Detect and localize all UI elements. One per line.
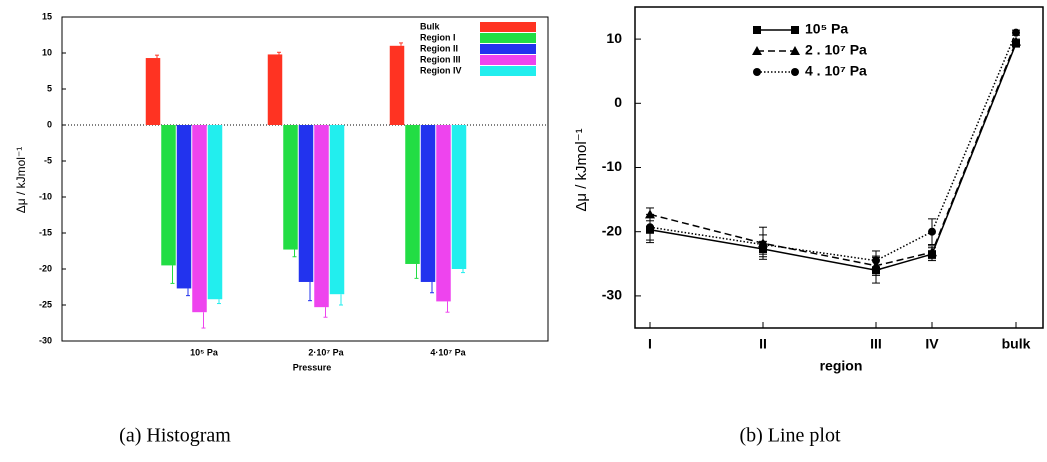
legend-label: 4 . 10⁷ Pa (805, 63, 867, 79)
marker (753, 68, 761, 76)
x-tick-label: 10⁵ Pa (190, 347, 219, 357)
figure: (a) Histogram (b) Line plot -30 -25 -20 -15… (0, 0, 1047, 462)
y-tick-label: -10 (39, 191, 52, 201)
marker (753, 26, 761, 34)
bar (161, 125, 176, 265)
y-tick-label: -25 (39, 299, 52, 309)
legend-swatch (480, 33, 536, 43)
y-tick-label: 5 (47, 83, 52, 93)
y-tick-label: -20 (39, 263, 52, 273)
legend-label: 10⁵ Pa (805, 21, 848, 37)
bar (452, 125, 467, 269)
bar (208, 125, 223, 299)
marker (791, 26, 799, 34)
y-tick-label: -20 (602, 222, 622, 238)
bar (330, 125, 345, 294)
bar (390, 46, 405, 125)
x-axis-label: region (820, 358, 863, 374)
legend-label: Region III (420, 54, 461, 64)
bar (192, 125, 207, 312)
bar (436, 125, 451, 301)
legend-label: Region IV (420, 65, 462, 75)
y-tick-label: 10 (42, 47, 52, 57)
x-tick-label: IV (925, 336, 939, 352)
bar (146, 58, 161, 125)
marker (646, 223, 654, 231)
y-tick-label: 15 (42, 11, 52, 21)
legend-label: Region II (420, 43, 458, 53)
x-tick-label: III (870, 336, 882, 352)
bar (421, 125, 436, 282)
legend-swatch (480, 44, 536, 54)
marker (759, 241, 767, 249)
y-tick-label: -30 (39, 335, 52, 345)
bar (177, 125, 192, 288)
y-tick-label: -10 (602, 158, 622, 174)
x-tick-label: 2·10⁷ Pa (308, 347, 344, 357)
y-axis-label: Δμ / kJmol⁻¹ (573, 128, 590, 211)
x-tick-label: bulk (1002, 336, 1031, 352)
bar (405, 125, 420, 264)
legend-swatch (480, 66, 536, 76)
y-tick-label: 0 (47, 119, 52, 129)
legend-swatch (480, 22, 536, 32)
bar (314, 125, 329, 307)
legend-label: 2 . 10⁷ Pa (805, 42, 867, 58)
y-tick-label: -5 (44, 155, 52, 165)
legend-swatch (480, 55, 536, 65)
marker (1012, 29, 1020, 37)
bar (268, 54, 283, 125)
bar (299, 125, 314, 282)
caption: (b) Line plot (739, 425, 841, 447)
marker (928, 228, 936, 236)
y-axis-label: Δμ / kJmol⁻¹ (14, 147, 28, 214)
x-tick-label: I (648, 336, 652, 352)
y-tick-label: 10 (606, 30, 622, 46)
caption: (a) Histogram (119, 425, 231, 447)
y-tick-label: -15 (39, 227, 52, 237)
x-tick-label: 4·10⁷ Pa (430, 347, 466, 357)
y-tick-label: -30 (602, 287, 622, 303)
legend-label: Region I (420, 32, 456, 42)
bar (283, 125, 298, 250)
marker (791, 68, 799, 76)
x-tick-label: II (759, 336, 767, 352)
x-axis-label: Pressure (293, 362, 332, 372)
y-tick-label: 0 (614, 94, 622, 110)
legend-label: Bulk (420, 21, 440, 31)
marker (872, 257, 880, 265)
